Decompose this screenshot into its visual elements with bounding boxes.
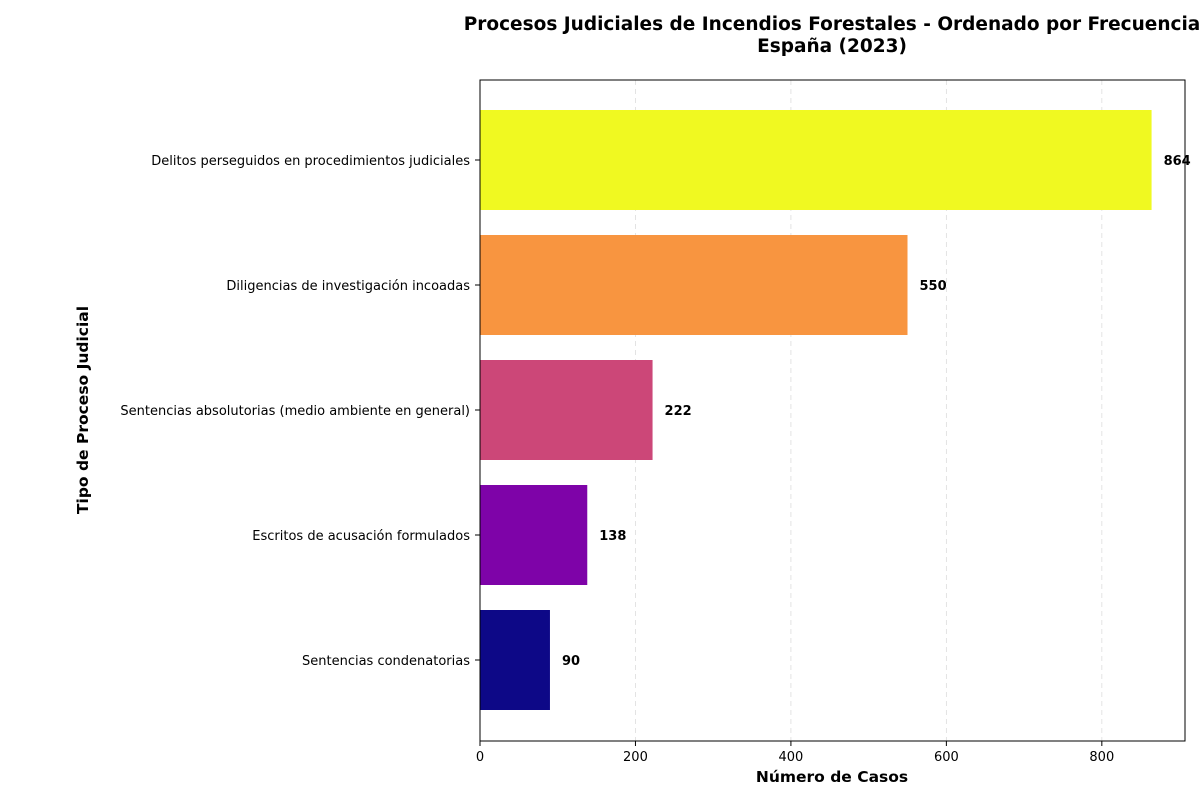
- bar-value-label: 222: [665, 404, 692, 419]
- bar-value-label: 90: [562, 654, 580, 669]
- bar: [480, 110, 1152, 210]
- bar: [480, 235, 908, 335]
- bar-value-label: 864: [1164, 154, 1191, 169]
- y-tick-label: Sentencias condenatorias: [302, 654, 470, 669]
- y-axis-label: Tipo de Proceso Judicial: [74, 306, 92, 514]
- x-tick-label: 800: [1089, 750, 1114, 765]
- chart-title-line1: Procesos Judiciales de Incendios Foresta…: [464, 14, 1200, 35]
- y-tick-label: Sentencias absolutorias (medio ambiente …: [120, 404, 470, 419]
- x-tick-label: 400: [779, 750, 804, 765]
- chart-title-line2: España (2023): [757, 36, 907, 57]
- y-tick-label: Diligencias de investigación incoadas: [226, 279, 470, 294]
- bar: [480, 610, 550, 710]
- y-tick-label: Delitos perseguidos en procedimientos ju…: [151, 154, 470, 169]
- bar-value-label: 138: [599, 529, 626, 544]
- bar: [480, 485, 588, 585]
- x-tick-label: 0: [476, 750, 484, 765]
- x-tick-label: 200: [623, 750, 648, 765]
- bar: [480, 360, 653, 460]
- x-tick-label: 600: [934, 750, 959, 765]
- bar-value-label: 550: [920, 279, 947, 294]
- x-axis-label: Número de Casos: [756, 768, 908, 786]
- y-tick-label: Escritos de acusación formulados: [252, 529, 470, 544]
